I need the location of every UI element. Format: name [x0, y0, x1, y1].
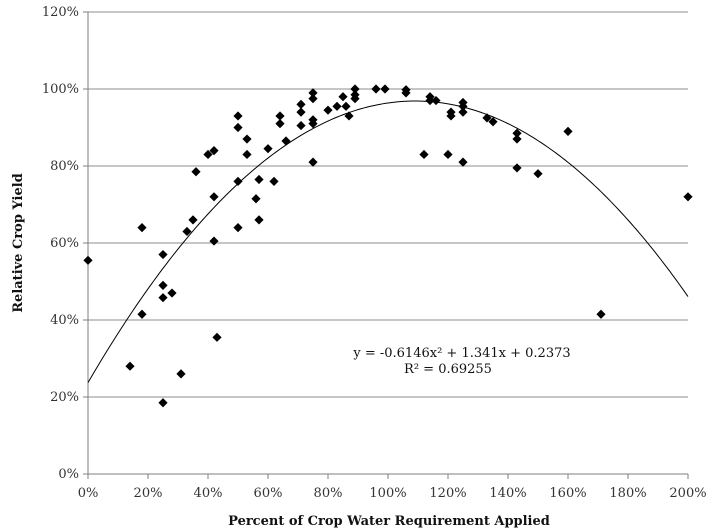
data-point: [332, 101, 342, 111]
gridlines: [83, 11, 688, 475]
y-tick-label: 20%: [50, 390, 79, 405]
data-point: [344, 111, 354, 121]
data-point: [83, 255, 93, 265]
data-point: [419, 149, 429, 160]
data-point: [281, 136, 291, 146]
data-point: [188, 215, 198, 225]
x-tick-label: 120%: [429, 486, 466, 501]
x-axis-title: Percent of Crop Water Requirement Applie…: [228, 514, 550, 529]
y-tick-label: 80%: [50, 159, 79, 174]
data-point: [350, 94, 360, 104]
y-tick-label: 40%: [50, 313, 79, 328]
data-point: [371, 84, 381, 94]
data-points: [83, 84, 693, 408]
trendline-r2: R² = 0.69255: [404, 362, 492, 377]
data-point: [209, 146, 219, 156]
data-point: [242, 134, 252, 144]
data-point: [176, 369, 186, 379]
x-tick-label: 140%: [489, 486, 526, 501]
x-tick-label: 40%: [194, 486, 223, 501]
data-point: [296, 99, 306, 109]
data-point: [158, 280, 168, 290]
data-point: [350, 84, 360, 94]
data-point: [158, 293, 168, 303]
data-point: [458, 107, 468, 117]
data-point: [209, 236, 219, 246]
data-point: [209, 192, 219, 202]
data-point: [167, 288, 177, 298]
trendline-curve: [87, 100, 689, 383]
data-point: [233, 176, 243, 186]
data-point: [233, 122, 243, 133]
data-point: [512, 128, 522, 138]
data-point: [458, 157, 468, 167]
data-point: [137, 223, 147, 233]
data-point: [251, 194, 261, 204]
x-tick-label: 160%: [549, 486, 586, 501]
y-tick-label: 120%: [42, 5, 79, 20]
data-point: [380, 84, 390, 94]
data-point: [512, 163, 522, 173]
data-point: [233, 223, 243, 233]
data-point: [233, 111, 243, 121]
x-tick-label: 0%: [78, 486, 99, 501]
y-axis-title: Relative Crop Yield: [11, 173, 26, 313]
data-point: [269, 176, 279, 186]
data-point: [191, 167, 201, 177]
data-point: [308, 88, 318, 98]
data-point: [482, 113, 492, 123]
y-tick-label: 60%: [50, 236, 79, 251]
data-point: [563, 126, 573, 136]
data-point: [182, 226, 192, 237]
data-point: [431, 95, 441, 106]
data-point: [296, 107, 306, 117]
data-point: [596, 309, 606, 319]
data-point: [212, 332, 222, 342]
data-point: [401, 88, 411, 98]
x-tick-label: 180%: [609, 486, 646, 501]
data-point: [425, 95, 435, 106]
x-tick-label: 20%: [134, 486, 163, 501]
data-point: [533, 169, 543, 179]
data-point: [446, 111, 456, 121]
x-tick-labels: 0% 20% 40% 60% 80% 100% 120% 140% 160% 180% 200%: [78, 474, 707, 501]
y-tick-label: 100%: [42, 82, 79, 97]
data-point: [203, 149, 213, 160]
data-point: [263, 144, 273, 154]
data-point: [158, 249, 168, 260]
data-point: [338, 92, 348, 102]
x-tick-label: 200%: [669, 486, 706, 501]
data-point: [443, 149, 453, 160]
x-tick-label: 100%: [369, 486, 406, 501]
data-point: [125, 361, 135, 371]
data-point: [683, 192, 693, 202]
trendline-equation: y = -0.6146x² + 1.341x + 0.2373: [352, 346, 570, 361]
data-point: [254, 215, 264, 225]
data-point: [242, 149, 252, 160]
data-point: [308, 94, 318, 104]
data-point: [308, 157, 318, 167]
y-tick-labels: 0% 20% 40% 60% 80% 100% 120%: [42, 5, 79, 482]
data-point: [254, 174, 264, 185]
data-point: [341, 101, 351, 111]
data-point: [275, 119, 285, 129]
y-tick-label: 0%: [58, 467, 79, 482]
x-tick-label: 80%: [314, 486, 343, 501]
data-point: [323, 105, 333, 115]
data-point: [512, 134, 522, 144]
data-point: [308, 119, 318, 129]
data-point: [458, 101, 468, 111]
data-point: [296, 120, 306, 131]
data-point: [488, 117, 498, 127]
data-point: [275, 111, 285, 121]
data-point: [158, 398, 168, 408]
data-point: [137, 309, 147, 319]
x-tick-label: 60%: [254, 486, 283, 501]
